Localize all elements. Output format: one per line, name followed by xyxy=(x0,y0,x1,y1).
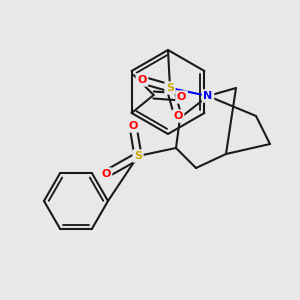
Text: S: S xyxy=(134,151,142,161)
Text: O: O xyxy=(128,121,138,131)
Text: N: N xyxy=(203,91,213,101)
Text: O: O xyxy=(101,169,111,179)
Text: S: S xyxy=(166,83,174,93)
Text: O: O xyxy=(137,75,147,85)
Text: O: O xyxy=(177,92,186,102)
Text: O: O xyxy=(173,111,183,121)
